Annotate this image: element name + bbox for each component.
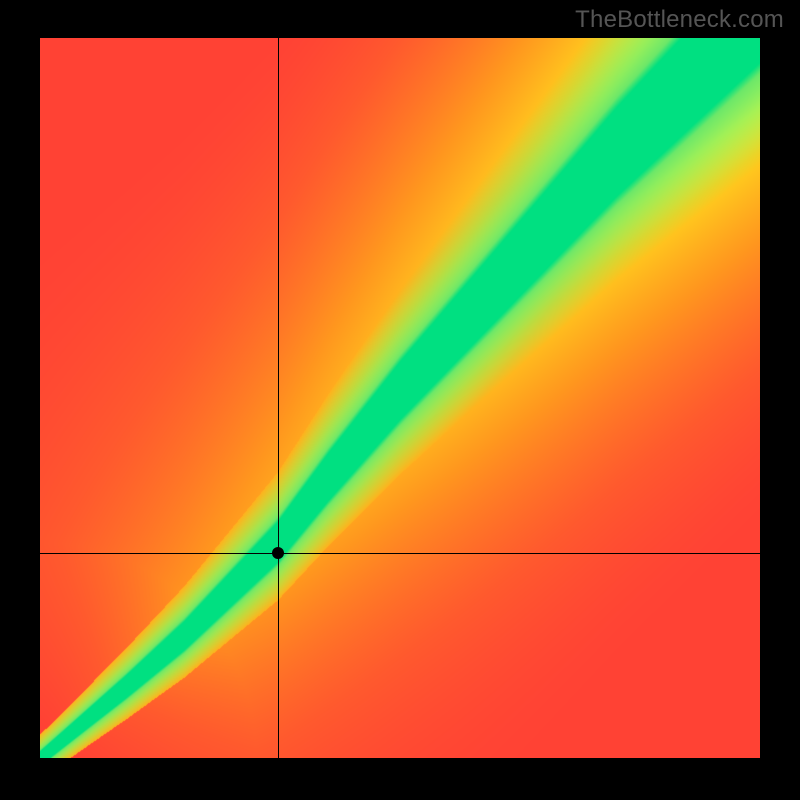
heatmap-canvas — [40, 38, 760, 758]
bottleneck-heatmap — [40, 38, 760, 758]
watermark-text: TheBottleneck.com — [575, 6, 784, 34]
crosshair-horizontal — [40, 553, 760, 554]
selected-point-marker — [272, 547, 284, 559]
chart-container: TheBottleneck.com — [0, 0, 800, 800]
crosshair-vertical — [278, 38, 279, 758]
